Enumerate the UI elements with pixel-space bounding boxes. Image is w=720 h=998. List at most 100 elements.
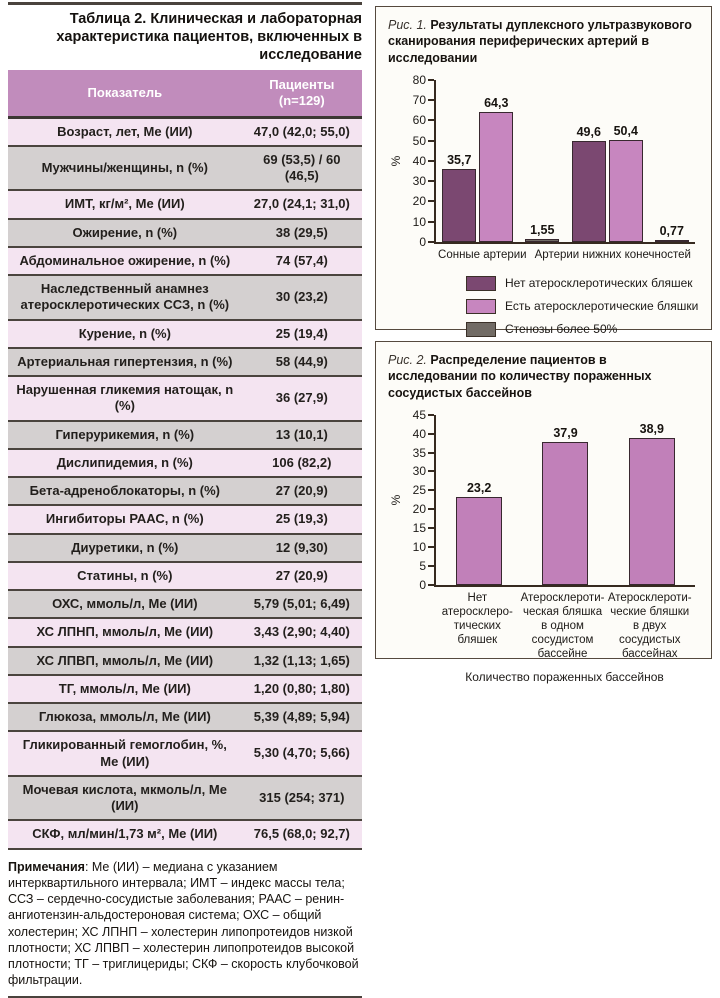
row-indicator-cell: Статины, n (%): [8, 561, 242, 592]
y-tick-mark: [428, 240, 434, 243]
legend-swatch: [466, 275, 496, 291]
y-tick-label: 80: [412, 72, 426, 87]
y-tick-mark: [428, 545, 434, 548]
y-axis: 0 10 20 30 40 50 60 70 80: [404, 74, 434, 248]
bar: 0,77: [654, 224, 689, 242]
top-rule: [8, 2, 362, 5]
bar-value-label: 50,4: [613, 123, 638, 138]
chart-area: % 0 10 20 30 40 50 60 70 80 35,7 64,3 1,55 49,6 50,4 0,…: [388, 74, 699, 262]
chart-area: % 0 5 10 15 20 25 30 35 40 45 23,2 37,9 38,9 Нет атеро…: [388, 409, 699, 684]
y-tick-label: 5: [419, 558, 426, 573]
figure-1-chart: % 0 10 20 30 40 50 60 70 80 35,7 64,3 1,55 49,6 50,4 0,…: [388, 74, 699, 337]
category-label: Артерии нижних конечностей: [534, 248, 691, 261]
table-row: Мужчины/женщины, n (%) 69 (53,5) / 60 (46…: [8, 145, 362, 192]
y-tick-label: 45: [412, 407, 426, 422]
bar-value-label: 37,9: [553, 425, 578, 440]
row-indicator-cell: Артериальная гипертензия, n (%): [8, 347, 242, 378]
y-tick-mark: [428, 99, 434, 101]
row-value-cell: 106 (82,2): [241, 448, 362, 479]
table-row: Гликированный гемоглобин, %, Ме (ИИ) 5,30…: [8, 731, 362, 777]
y-tick: 40: [413, 155, 434, 167]
row-indicator-cell: ТГ, ммоль/л, Ме (ИИ): [8, 674, 242, 705]
y-tick-label: 30: [412, 464, 426, 479]
legend-item: Стенозы более 50%: [466, 321, 699, 337]
y-tick-label: 10: [412, 214, 426, 229]
bar-value-label: 38,9: [639, 421, 664, 436]
category-labels: Нет атеросклеро-тических бляшек Атероскле…: [434, 591, 695, 661]
y-tick-mark: [428, 470, 434, 473]
row-indicator-cell: Нарушенная гликемия натощак, n (%): [8, 376, 242, 422]
y-tick: 30: [413, 465, 434, 477]
y-tick-mark: [428, 220, 434, 223]
y-tick-label: 10: [412, 539, 426, 554]
y-tick-label: 25: [412, 483, 426, 498]
y-tick-mark: [428, 139, 434, 142]
plot-area: 35,7 64,3 1,55 49,6 50,4 0,77: [434, 79, 695, 244]
y-axis-title: %: [388, 415, 404, 585]
y-tick-mark: [428, 451, 434, 454]
table-row: Возраст, лет, Ме (ИИ) 47,0 (42,0; 55,0): [8, 117, 362, 147]
y-tick-mark: [428, 508, 434, 511]
bar-value-label: 35,7: [447, 153, 472, 168]
table-row: ХС ЛПВП, ммоль/л, Ме (ИИ) 1,32 (1,13; 1,6…: [8, 646, 362, 676]
row-indicator-cell: Глюкоза, ммоль/л, Ме (ИИ): [8, 703, 242, 733]
bar-value-label: 1,55: [530, 222, 555, 237]
legend: Нет атеросклеротических бляшек Есть атеро…: [466, 275, 699, 337]
figure-2-chart: % 0 5 10 15 20 25 30 35 40 45 23,2 37,9 38,9 Нет атеро…: [388, 409, 699, 684]
table-row: Наследственный анамнез атеросклеротическ…: [8, 275, 362, 321]
bar: 1,55: [525, 223, 560, 242]
y-tick-label: 0: [419, 234, 426, 249]
row-value-cell: 76,5 (68,0; 92,7): [241, 820, 362, 850]
row-indicator-cell: Наследственный анамнез атеросклеротическ…: [8, 275, 242, 321]
y-tick-label: 0: [419, 577, 426, 592]
legend-item: Нет атеросклеротических бляшек: [466, 275, 699, 291]
y-tick: 20: [413, 503, 434, 515]
row-value-cell: 38 (29,5): [241, 218, 362, 248]
table-row: СКФ, мл/мин/1,73 м², Ме (ИИ) 76,5 (68,0; …: [8, 820, 362, 850]
bar: 49,6: [571, 125, 606, 242]
row-value-cell: 74 (57,4): [241, 246, 362, 277]
y-tick-mark: [428, 78, 434, 81]
y-tick: 10: [413, 541, 434, 553]
figure-2-label: Рис. 2.: [388, 353, 427, 367]
figure-2: Рис. 2. Распределение пациентов в исслед…: [375, 341, 712, 684]
bar: 64,3: [479, 96, 514, 242]
row-value-cell: 3,43 (2,90; 4,40): [241, 618, 362, 648]
y-tick-mark: [428, 432, 434, 435]
patients-table: Показатель Пациенты (n=129) Возраст, лет…: [8, 70, 362, 850]
y-tick-mark: [428, 119, 434, 122]
bar-group: 49,6 50,4 0,77: [571, 124, 689, 242]
y-tick: 45: [413, 409, 434, 421]
row-value-cell: 36 (27,9): [241, 376, 362, 422]
figure-1-caption: Результаты дуплексного ультразвукового с…: [388, 18, 692, 65]
table-row: ХС ЛПНП, ммоль/л, Ме (ИИ) 3,43 (2,90; 4,4…: [8, 618, 362, 648]
y-tick-label: 20: [412, 194, 426, 209]
y-tick: 20: [413, 195, 434, 207]
bar-group: 35,7 64,3 1,55: [442, 96, 560, 242]
table-row: Бета-адреноблокаторы, n (%) 27 (20,9): [8, 477, 362, 507]
row-value-cell: 27 (20,9): [241, 561, 362, 592]
notes-label: Примечания: [8, 859, 85, 874]
row-value-cell: 12 (9,30): [241, 533, 362, 563]
plot-column: 35,7 64,3 1,55 49,6 50,4 0,77 Сонные артерии Ар…: [434, 79, 695, 262]
bottom-rule: [8, 995, 362, 998]
y-tick-label: 30: [412, 174, 426, 188]
row-indicator-cell: Ожирение, n (%): [8, 218, 242, 248]
table-row: Артериальная гипертензия, n (%) 58 (44,9): [8, 347, 362, 378]
row-indicator-cell: ХС ЛПВП, ммоль/л, Ме (ИИ): [8, 646, 242, 676]
y-tick: 80: [413, 74, 434, 86]
x-axis-title: Количество пораженных бассейнов: [465, 669, 664, 684]
y-tick: 40: [413, 428, 434, 440]
table-row: ТГ, ммоль/л, Ме (ИИ) 1,20 (0,80; 1,80): [8, 674, 362, 705]
row-value-cell: 30 (23,2): [241, 275, 362, 321]
row-value-cell: 1,32 (1,13; 1,65): [241, 646, 362, 676]
table-row: Курение, n (%) 25 (19,4): [8, 319, 362, 349]
y-tick-mark: [428, 564, 434, 567]
table-header-row: Показатель Пациенты (n=129): [8, 70, 362, 119]
y-tick: 0: [419, 579, 434, 591]
table-row: Ожирение, n (%) 38 (29,5): [8, 218, 362, 248]
plot-area: 23,2 37,9 38,9: [434, 414, 695, 587]
notes-text: : Ме (ИИ) – медиана с указанием интерква…: [8, 859, 359, 988]
y-tick-mark: [428, 180, 434, 182]
legend-item: Есть атеросклеротические бляшки: [466, 298, 699, 314]
